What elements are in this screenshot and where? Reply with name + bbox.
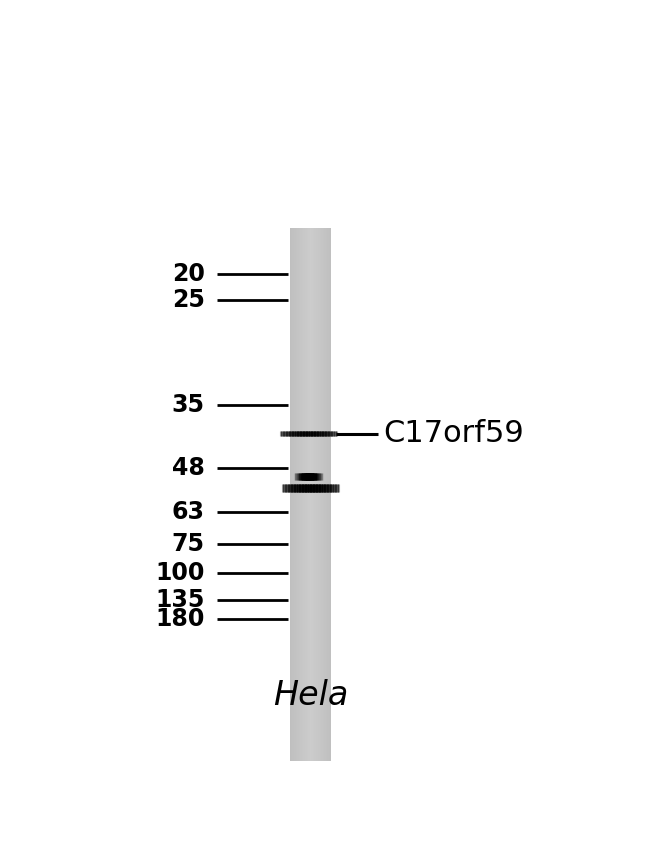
Text: 63: 63 xyxy=(172,500,205,524)
Bar xyxy=(291,227,331,761)
Text: 180: 180 xyxy=(155,607,205,631)
Text: 100: 100 xyxy=(155,562,205,586)
Text: 35: 35 xyxy=(172,393,205,417)
Text: 135: 135 xyxy=(155,587,205,611)
Text: C17orf59: C17orf59 xyxy=(384,419,525,448)
Text: 25: 25 xyxy=(172,288,205,312)
Text: Hela: Hela xyxy=(273,679,348,711)
Text: 48: 48 xyxy=(172,456,205,480)
Text: 75: 75 xyxy=(172,532,205,556)
Text: 20: 20 xyxy=(172,262,205,286)
